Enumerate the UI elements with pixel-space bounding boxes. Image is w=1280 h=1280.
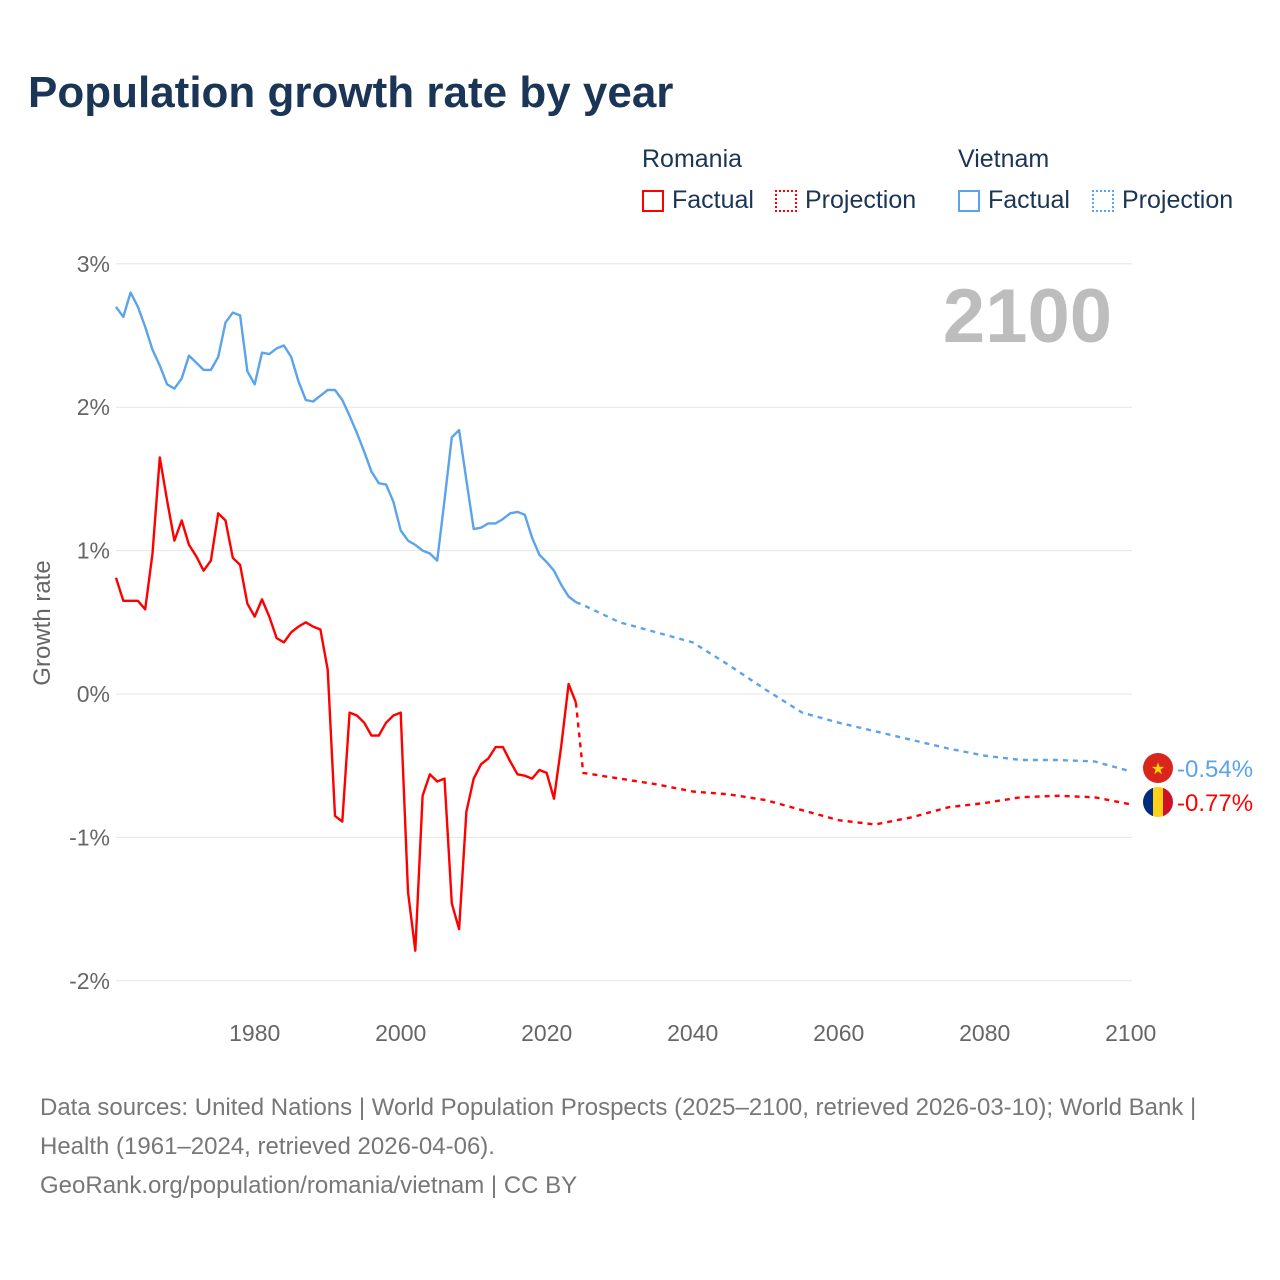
y-tick-label: 0%	[77, 681, 110, 707]
y-tick-label: 1%	[77, 538, 110, 564]
data-sources: Data sources: United Nations | World Pop…	[40, 1094, 1197, 1160]
x-tick-label: 2060	[813, 1020, 864, 1046]
y-tick-label: 2%	[77, 394, 110, 420]
romania-flag-icon	[1143, 787, 1173, 817]
y-tick-label: -2%	[69, 968, 110, 994]
vietnam-factual-line	[115, 291, 577, 604]
x-tick-label: 2020	[521, 1020, 572, 1046]
legend-group-romania: Romania	[642, 145, 743, 173]
chart-title: Population growth rate by year	[28, 68, 674, 117]
legend-vietnam-projection[interactable]: Projection	[1092, 186, 1233, 215]
vietnam-projection-line	[575, 601, 1132, 773]
legend-label: Projection	[1122, 186, 1234, 214]
footer: Data sources: United Nations | World Pop…	[40, 1088, 1240, 1205]
romania-factual-line	[114, 456, 578, 952]
legend-swatch	[958, 189, 980, 212]
svg-text:★: ★	[1151, 761, 1165, 778]
legend-romania-projection[interactable]: Projection	[775, 186, 916, 215]
end-value-label: -0.54%	[1177, 756, 1253, 783]
vietnam-flag-icon: ★	[1143, 753, 1173, 783]
x-tick-label: 2080	[959, 1020, 1010, 1046]
y-tick-label: 3%	[77, 251, 110, 277]
legend-group-vietnam: Vietnam	[958, 145, 1050, 173]
end-value-label: -0.77%	[1177, 790, 1253, 817]
x-tick-label: 2100	[1105, 1020, 1156, 1046]
current-year-label: 2100	[943, 274, 1112, 359]
legend-label: Factual	[988, 186, 1070, 214]
legend-swatch	[1092, 189, 1114, 212]
y-tick-label: -1%	[69, 824, 110, 850]
credit-link[interactable]: GeoRank.org/population/romania/vietnam |…	[40, 1172, 578, 1199]
romania-projection-line	[574, 702, 1131, 826]
legend-label: Factual	[672, 186, 754, 214]
y-axis-label: Growth rate	[29, 560, 56, 685]
legend-swatch	[775, 189, 797, 212]
x-tick-label: 2040	[667, 1020, 718, 1046]
legend-vietnam-factual[interactable]: Factual	[958, 186, 1070, 215]
legend-swatch	[642, 189, 664, 212]
legend-label: Projection	[805, 186, 917, 214]
x-tick-label: 2000	[375, 1020, 426, 1046]
legend-romania-factual[interactable]: Factual	[642, 186, 754, 215]
x-tick-label: 1980	[229, 1020, 280, 1046]
